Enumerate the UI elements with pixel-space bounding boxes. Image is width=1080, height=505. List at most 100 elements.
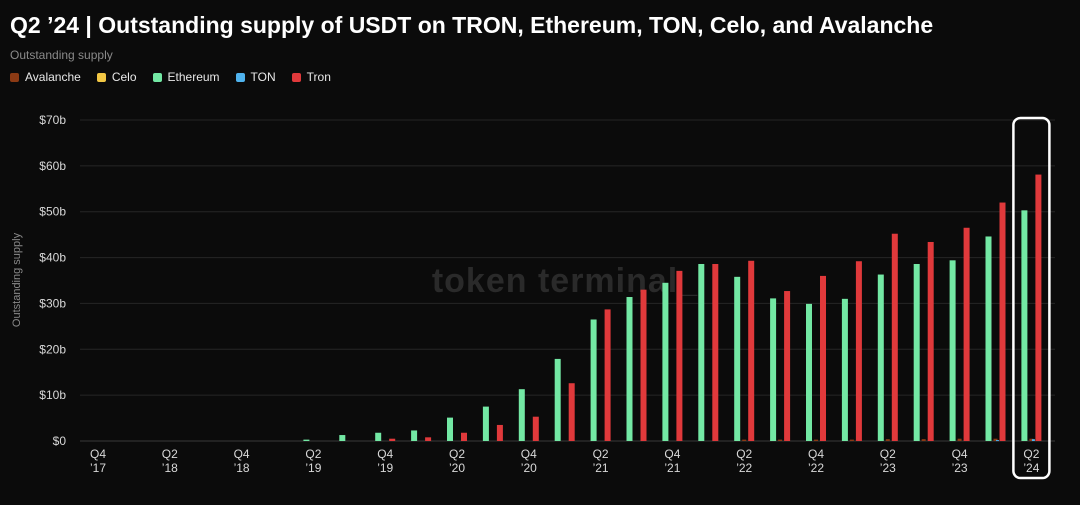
x-axis-ticks: Q4’17Q2’18Q4’18Q2’19Q4’19Q2’20Q4’20Q2’21… <box>90 447 1040 475</box>
y-tick-label: $40b <box>39 251 66 265</box>
bar-ethereum <box>482 406 489 441</box>
highlight-box <box>1012 116 1051 480</box>
x-tick-label: ’23 <box>952 461 968 475</box>
bar-ethereum <box>590 319 597 441</box>
x-tick-label: ’18 <box>162 461 178 475</box>
bar-tron <box>532 416 539 441</box>
bar-tron <box>461 432 467 441</box>
x-tick-label: Q2 <box>1023 447 1039 461</box>
bar-avalanche <box>778 439 783 441</box>
y-tick-label: $70b <box>39 113 66 127</box>
legend-swatch <box>291 72 301 82</box>
bar-ethereum <box>447 417 453 441</box>
bar-ethereum <box>949 260 956 441</box>
legend-swatch <box>10 72 19 82</box>
x-tick-label: ’19 <box>305 461 321 475</box>
bar-tron <box>640 289 647 441</box>
legend-label: Ethereum <box>167 70 220 84</box>
bar-ethereum <box>339 435 346 441</box>
chart-title: Q2 ’24 | Outstanding supply of USDT on T… <box>10 12 934 38</box>
x-tick-label: Q2 <box>880 447 896 461</box>
legend-swatch <box>235 72 245 82</box>
bar-tron <box>748 260 755 441</box>
bar-tron <box>820 275 826 441</box>
x-tick-label: ’21 <box>664 461 680 475</box>
x-tick-label: Q4 <box>234 447 250 461</box>
x-tick-label: Q2 <box>593 447 609 461</box>
bar-ethereum <box>698 263 705 441</box>
x-tick-label: Q2 <box>305 447 321 461</box>
bar-ethereum <box>411 430 418 441</box>
bar-tron <box>927 241 934 441</box>
legend-swatch <box>152 72 162 82</box>
bar-ethereum <box>375 432 382 441</box>
y-axis-label: Outstanding supply <box>11 232 23 327</box>
bar-avalanche <box>1029 438 1034 441</box>
bar-tron <box>496 424 503 441</box>
legend-item-tron[interactable]: Tron <box>291 70 331 84</box>
x-tick-label: ’20 <box>521 461 537 475</box>
bar-ethereum <box>662 282 669 441</box>
bar-ethereum <box>734 276 741 441</box>
bars <box>303 174 1042 442</box>
bar-ethereum <box>1021 210 1028 441</box>
legend-swatch <box>96 72 106 82</box>
watermark: token terminal_ <box>432 262 698 300</box>
legend-item-celo[interactable]: Celo <box>96 70 137 84</box>
bar-ethereum <box>770 298 777 441</box>
legend-label: Avalanche <box>25 70 81 84</box>
x-tick-label: Q4 <box>521 447 537 461</box>
bar-tron <box>891 233 898 441</box>
legend-item-ethereum[interactable]: Ethereum <box>152 70 220 84</box>
y-tick-label: $50b <box>39 205 66 219</box>
chart-subtitle: Outstanding supply <box>10 48 113 62</box>
y-tick-label: $30b <box>39 296 66 310</box>
x-tick-label: ’24 <box>1023 461 1039 475</box>
bar-tron <box>604 309 611 441</box>
bar-ton <box>1031 439 1035 441</box>
legend-label: Tron <box>306 70 331 84</box>
bar-ethereum <box>877 274 884 441</box>
bar-avalanche <box>849 439 854 441</box>
legend-item-avalanche[interactable]: Avalanche <box>10 70 81 84</box>
bar-ethereum <box>554 358 561 441</box>
y-axis-ticks: $0 $10b $20b $30b $40b $50b $60b $70b <box>39 113 66 448</box>
x-tick-label: ’23 <box>880 461 896 475</box>
legend-label: TON <box>250 70 276 84</box>
bar-tron <box>425 437 432 441</box>
y-tick-label: $20b <box>39 342 66 356</box>
x-tick-label: Q2 <box>736 447 752 461</box>
bar-ethereum <box>806 303 812 441</box>
bar-avalanche <box>885 439 890 441</box>
bar-ethereum <box>913 263 920 441</box>
x-tick-label: ’22 <box>808 461 824 475</box>
x-tick-label: ’17 <box>90 461 106 475</box>
x-tick-label: ’19 <box>377 461 393 475</box>
x-tick-label: ’22 <box>736 461 752 475</box>
y-tick-label: $0 <box>53 434 67 448</box>
x-tick-label: Q4 <box>377 447 393 461</box>
bar-ethereum <box>985 236 992 441</box>
x-tick-label: Q4 <box>808 447 824 461</box>
bar-ethereum <box>303 439 310 441</box>
bar-avalanche <box>921 439 926 441</box>
bar-avalanche <box>814 439 818 441</box>
bar-tron <box>1035 174 1042 441</box>
bar-tron <box>676 270 683 441</box>
bar-avalanche <box>742 439 747 441</box>
bar-tron <box>999 202 1006 441</box>
x-tick-label: Q2 <box>162 447 178 461</box>
x-tick-label: Q4 <box>952 447 968 461</box>
bar-tron <box>712 263 719 441</box>
y-tick-label: $60b <box>39 159 66 173</box>
x-tick-label: ’20 <box>449 461 465 475</box>
bar-ethereum <box>841 298 848 441</box>
x-tick-label: Q4 <box>90 447 106 461</box>
x-tick-label: Q2 <box>449 447 465 461</box>
y-tick-label: $10b <box>39 388 66 402</box>
x-tick-label: ’18 <box>234 461 250 475</box>
legend-item-ton[interactable]: TON <box>235 70 276 84</box>
bar-ethereum <box>626 297 633 441</box>
bar-ethereum <box>518 389 525 441</box>
bar-avalanche <box>957 438 962 441</box>
